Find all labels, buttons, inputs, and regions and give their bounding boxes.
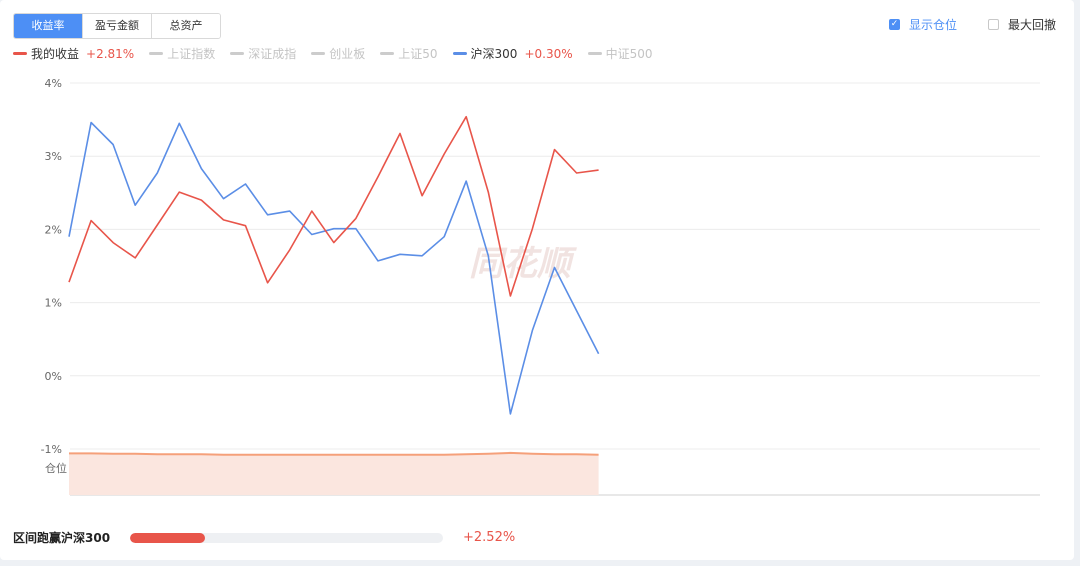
legend-swatch bbox=[311, 52, 326, 55]
legend-name: 我的收益 bbox=[31, 47, 80, 61]
legend-swatch bbox=[587, 52, 602, 55]
chart-legend: 我的收益 +2.81% 上证指数 深证成指 创业板 上证50 沪深300 +0.30% 中证50… bbox=[13, 45, 668, 62]
outperform-bar-track bbox=[130, 532, 443, 543]
legend-name: 中证500 bbox=[605, 47, 653, 61]
legend-name: 上证指数 bbox=[167, 47, 216, 61]
max-drawdown-toggle[interactable]: 最大回撤 bbox=[988, 16, 1056, 33]
series-line bbox=[68, 115, 599, 297]
y-tick-label: 3% bbox=[45, 150, 62, 163]
max-drawdown-label: 最大回撤 bbox=[1008, 18, 1057, 32]
legend-name: 上证50 bbox=[398, 47, 438, 61]
position-axis-label: 仓位 bbox=[45, 461, 67, 475]
outperform-label: 区间跑赢沪深300 bbox=[13, 531, 111, 545]
legend-item[interactable]: 我的收益 +2.81% bbox=[13, 45, 134, 62]
outperform-bar-fill bbox=[130, 532, 206, 543]
tab-return-rate[interactable]: 收益率 bbox=[14, 14, 83, 38]
legend-item[interactable]: 上证50 bbox=[380, 45, 438, 62]
legend-name: 深证成指 bbox=[248, 47, 297, 61]
position-line bbox=[69, 451, 599, 456]
outperform-summary: 区间跑赢沪深300 +2.52% bbox=[13, 529, 515, 546]
legend-name: 沪深300 bbox=[470, 47, 518, 61]
outperform-value: +2.52% bbox=[463, 530, 516, 545]
y-tick-label: 4% bbox=[45, 77, 62, 90]
checkbox-unchecked-icon[interactable] bbox=[988, 19, 999, 30]
legend-item[interactable]: 沪深300 +0.30% bbox=[452, 45, 573, 62]
y-tick-label: 0% bbox=[45, 370, 62, 383]
tab-profit-loss-amount[interactable]: 盈亏金额 bbox=[83, 14, 152, 38]
show-position-label: 显示仓位 bbox=[909, 18, 958, 32]
y-tick-label: 2% bbox=[45, 223, 62, 236]
y-tick-label: 1% bbox=[45, 297, 62, 310]
series-line bbox=[68, 121, 600, 415]
watermark-text: 同花顺 bbox=[469, 244, 577, 284]
legend-swatch bbox=[13, 52, 27, 55]
legend-name: 创业板 bbox=[329, 47, 366, 61]
legend-item[interactable]: 中证500 bbox=[587, 45, 653, 62]
legend-item[interactable]: 创业板 bbox=[311, 45, 365, 62]
legend-value: +2.81% bbox=[86, 46, 135, 61]
legend-swatch bbox=[452, 52, 467, 55]
y-tick-label: -1% bbox=[41, 443, 62, 456]
position-area bbox=[69, 452, 599, 495]
show-position-toggle[interactable]: ✓ 显示仓位 bbox=[889, 16, 957, 33]
metric-tabs: 收益率 盈亏金额 总资产 bbox=[13, 13, 221, 39]
legend-item[interactable]: 深证成指 bbox=[230, 45, 296, 62]
legend-value: +0.30% bbox=[524, 46, 573, 61]
legend-swatch bbox=[380, 52, 395, 55]
legend-swatch bbox=[230, 52, 245, 55]
legend-item[interactable]: 上证指数 bbox=[149, 45, 215, 62]
legend-swatch bbox=[149, 52, 164, 55]
checkbox-checked-icon[interactable]: ✓ bbox=[889, 19, 900, 30]
return-line-chart: 4%3%2%1%0%-1%同花顺仓位2026-01-052026-01-1520… bbox=[41, 77, 1040, 496]
tab-total-assets[interactable]: 总资产 bbox=[152, 14, 220, 38]
